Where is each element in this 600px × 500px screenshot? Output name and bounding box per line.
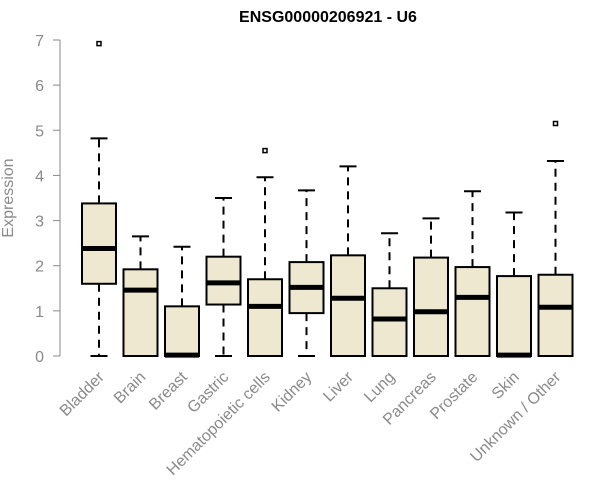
x-tick-label: Lung [361,369,398,406]
y-axis: 0 1 2 3 4 5 6 7 [35,33,61,366]
box-iqr [454,266,491,357]
box-iqr [537,273,574,357]
outlier-point [552,120,559,127]
box-liver [330,165,366,357]
y-tick-label: 6 [35,78,44,95]
box-breast [164,245,200,358]
box-iqr [122,268,159,357]
chart-title: ENSG00000206921 - U6 [239,9,417,26]
box-brain [122,235,159,357]
outlier-point [262,147,268,154]
box-unknown-other [537,120,574,357]
box-iqr [371,287,408,357]
y-tick-label: 7 [35,33,44,50]
y-tick-label: 4 [35,168,44,185]
box-lung [371,232,408,357]
outlier-point [96,40,102,47]
y-tick-label: 2 [35,259,44,276]
box-series [81,40,574,358]
x-tick-label: Liver [320,368,357,405]
y-tick-label: 1 [35,304,44,321]
box-hematopoietic-cells [247,147,283,357]
x-tick-label: Skin [489,369,523,403]
box-skin [496,211,532,358]
y-tick-label: 0 [35,349,44,366]
y-tick-label: 5 [35,123,44,140]
box-bladder [81,40,117,357]
box-iqr [413,256,449,357]
x-tick-label: Brain [111,369,149,407]
box-iqr [247,278,283,357]
box-pancreas [413,217,449,357]
box-kidney [288,189,325,357]
x-tick-label: Kidney [269,369,316,416]
box-iqr [81,202,117,285]
y-tick-label: 3 [35,214,44,231]
x-tick-label: Bladder [57,368,108,419]
box-iqr [164,305,200,358]
box-gastric [205,197,242,357]
y-axis-label: Expression [0,158,17,237]
box-iqr [496,275,532,357]
x-tick-label: Breast [146,368,191,413]
box-prostate [454,190,491,357]
box-iqr [330,254,366,357]
